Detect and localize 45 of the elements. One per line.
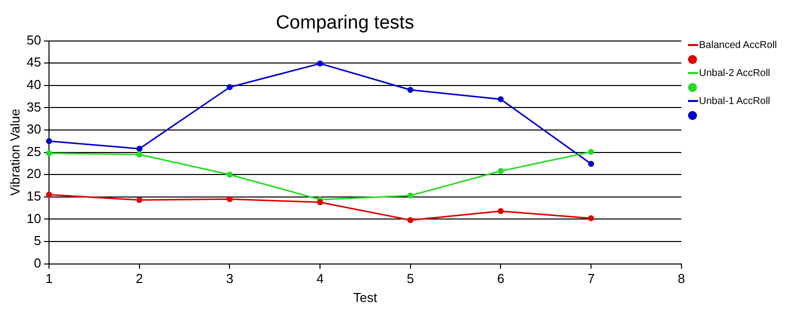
point [46, 138, 52, 144]
point [588, 160, 594, 167]
point [407, 86, 414, 93]
point [498, 96, 504, 102]
x-tick-label: 4 [316, 271, 324, 286]
point [588, 148, 594, 155]
y-tick-label: 50 [26, 32, 42, 48]
x-tick-label: 8 [678, 271, 685, 286]
point [46, 192, 52, 198]
y-tick-label: 10 [26, 210, 42, 226]
point [136, 152, 142, 158]
y-tick-label: 45 [26, 54, 42, 70]
y-axis-title: Vibration Value [7, 108, 22, 196]
point [588, 215, 594, 222]
legend-label: Unbal-2 AccRoll [699, 68, 770, 78]
y-tick-label: 40 [26, 76, 42, 92]
legend-label: Unbal-1 AccRoll [699, 96, 770, 106]
point [136, 146, 142, 152]
point [498, 208, 504, 214]
x-tick-label: 3 [226, 271, 234, 286]
point [498, 168, 504, 174]
y-tick-label: 15 [26, 188, 42, 204]
x-tick-label: 1 [45, 271, 53, 286]
point [226, 172, 233, 178]
y-tick-label: 30 [26, 122, 42, 137]
y-tick-label: 5 [34, 233, 42, 248]
y-tick-label: 0 [34, 255, 42, 270]
y-tick-label: 20 [26, 166, 42, 182]
x-tick-label: 5 [406, 271, 414, 286]
point [136, 197, 142, 204]
point [46, 150, 52, 156]
x-tick-label: 2 [136, 271, 144, 286]
y-tick-label: 25 [26, 144, 42, 159]
legend-label: Balanced AccRoll [699, 40, 777, 50]
point [407, 192, 414, 199]
x-axis-title: Test [353, 290, 378, 305]
point [407, 217, 414, 224]
y-tick-label: 35 [26, 99, 42, 114]
x-tick-label: 6 [497, 271, 504, 286]
chart-title: Comparing tests [276, 12, 414, 34]
point [317, 60, 324, 67]
point [226, 84, 233, 90]
point [317, 199, 324, 206]
point [226, 196, 233, 202]
x-tick-label: 7 [587, 271, 595, 286]
